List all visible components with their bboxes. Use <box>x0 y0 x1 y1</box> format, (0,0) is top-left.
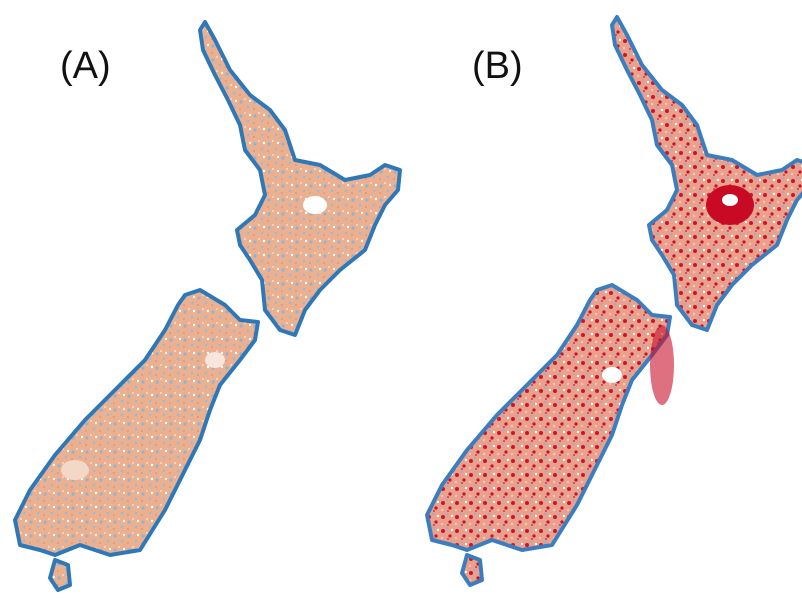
figure: (A) (B) <box>0 0 802 603</box>
map-panel-b <box>427 17 802 585</box>
map-panel-a <box>15 22 400 590</box>
panel-label: (B) <box>472 45 523 87</box>
panel-label: (A) <box>60 45 111 87</box>
